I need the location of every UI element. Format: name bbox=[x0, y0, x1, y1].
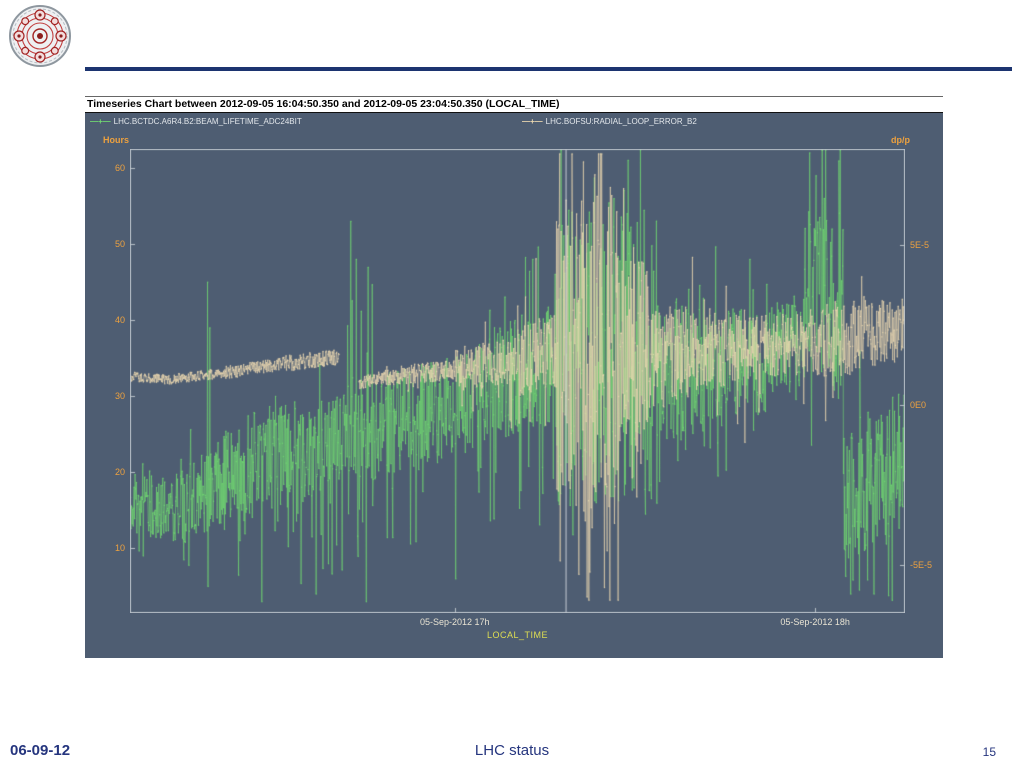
timeseries-plot-canvas bbox=[130, 149, 905, 613]
left-axis-title: Hours bbox=[103, 135, 130, 145]
timeseries-chart: Timeseries Chart between 2012-09-05 16:0… bbox=[85, 96, 943, 658]
x-axis-tick-label: 05-Sep-2012 18h bbox=[780, 617, 850, 627]
chart-panel: —+— LHC.BCTDC.A6R4.B2:BEAM_LIFETIME_ADC24… bbox=[85, 113, 943, 658]
slide-footer: 06-09-12 LHC status 15 bbox=[0, 742, 1024, 764]
right-axis-tick-label: -5E-5 bbox=[910, 560, 933, 570]
right-axis-title: dp/p bbox=[891, 135, 910, 145]
header-divider bbox=[85, 67, 1012, 71]
legend-item: —+— LHC.BCTDC.A6R4.B2:BEAM_LIFETIME_ADC24… bbox=[90, 117, 302, 128]
left-axis-tick-label: 50 bbox=[114, 239, 125, 250]
left-axis-tick-label: 30 bbox=[114, 391, 125, 402]
legend-label: LHC.BCTDC.A6R4.B2:BEAM_LIFETIME_ADC24BIT bbox=[113, 117, 302, 126]
left-axis-tick-label: 60 bbox=[114, 163, 125, 174]
page-number: 15 bbox=[982, 745, 996, 759]
chart-title: Timeseries Chart between 2012-09-05 16:0… bbox=[85, 96, 943, 113]
legend-marker-icon: —+— bbox=[90, 117, 111, 126]
right-axis-tick-label: 5E-5 bbox=[910, 240, 930, 250]
legend-marker-icon: —+— bbox=[522, 117, 543, 126]
left-axis-tick-label: 10 bbox=[114, 543, 125, 554]
x-axis-label: LOCAL_TIME bbox=[486, 630, 549, 640]
footer-date: 06-09-12 bbox=[10, 742, 71, 759]
right-axis-tick-label: 0E0 bbox=[910, 400, 927, 410]
legend-label: LHC.BOFSU:RADIAL_LOOP_ERROR_B2 bbox=[545, 117, 697, 126]
legend-item: —+— LHC.BOFSU:RADIAL_LOOP_ERROR_B2 bbox=[522, 117, 697, 128]
lhc-logo-icon bbox=[8, 4, 72, 68]
x-axis-tick-label: 05-Sep-2012 17h bbox=[419, 617, 490, 627]
footer-title: LHC status bbox=[474, 742, 550, 759]
left-axis-tick-label: 40 bbox=[114, 315, 125, 326]
left-axis-tick-label: 20 bbox=[114, 467, 125, 478]
